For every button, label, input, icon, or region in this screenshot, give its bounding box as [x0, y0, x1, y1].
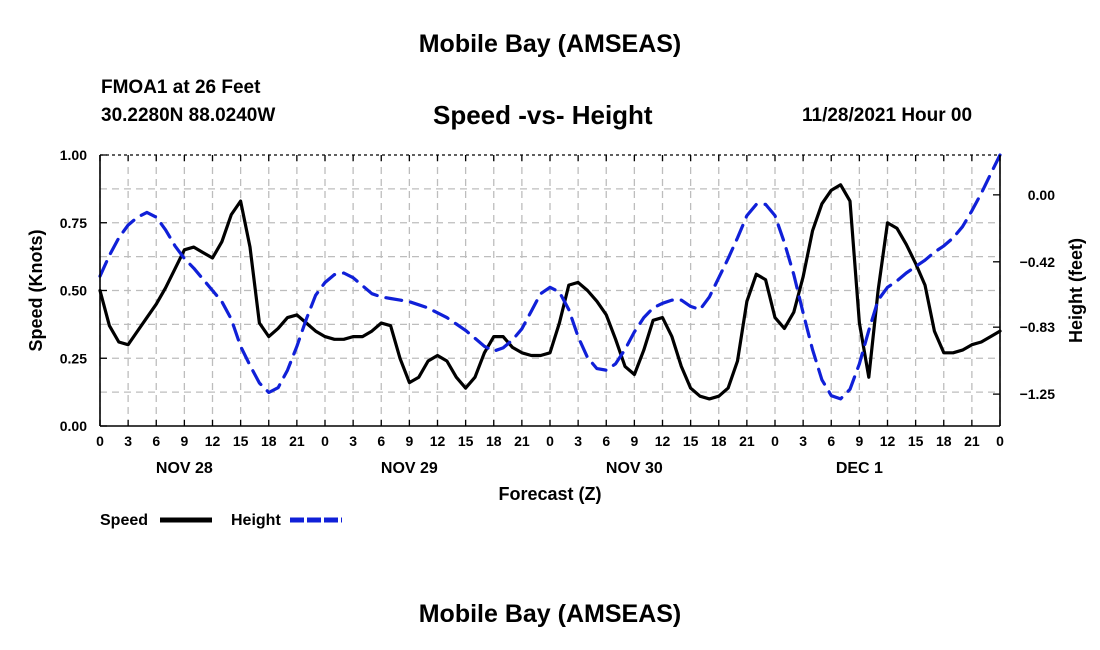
y2-tick-label: −1.25	[1020, 386, 1056, 402]
x-tick-label: 12	[655, 433, 671, 449]
axes: 0 3 6 9 12 15 18 21 0 3 6 9 12 15 18 21 0 3 6 9 12 15 18 21 0 3 6 9…	[26, 147, 1086, 504]
series-group	[98, 153, 1002, 401]
y-axis-label: Speed (Knots)	[26, 229, 46, 351]
forecast-datetime: 11/28/2021 Hour 00	[802, 105, 973, 126]
y2-axis-label: Height (feet)	[1066, 238, 1086, 343]
x-tick-label: 3	[124, 433, 132, 449]
x-tick-label: 0	[321, 433, 329, 449]
y2-tick-label: −0.83	[1020, 319, 1056, 335]
x-tick-label: 21	[739, 433, 755, 449]
x-tick-label: 21	[289, 433, 305, 449]
legend-label-height: Height	[231, 512, 281, 529]
x-tick-label: 15	[458, 433, 474, 449]
x-tick-label: 0	[771, 433, 779, 449]
x-tick-label: 3	[349, 433, 357, 449]
x-tick-label: 3	[799, 433, 807, 449]
x-tick-label: 12	[205, 433, 221, 449]
speed-height-chart: 0 3 6 9 12 15 18 21 0 3 6 9 12 15 18 21 0 3 6 9 12 15 18 21 0 3 6 9…	[26, 147, 1086, 529]
y-tick-label: 1.00	[60, 147, 87, 163]
y-tick-label: 0.50	[60, 283, 87, 299]
x-axis-label: Forecast (Z)	[498, 484, 601, 504]
coordinates-label: 30.2280N 88.0240W	[101, 105, 276, 126]
x-tick-label: 15	[908, 433, 924, 449]
x-tick-label: 21	[964, 433, 980, 449]
x-tick-label: 9	[180, 433, 188, 449]
legend-label-speed: Speed	[100, 512, 148, 529]
series-line-height	[98, 153, 1002, 401]
grid	[99, 154, 1001, 426]
x-tick-label: 6	[377, 433, 385, 449]
x-tick-label: 18	[486, 433, 502, 449]
x-tick-label: 0	[996, 433, 1004, 449]
y2-tick-label: 0.00	[1028, 187, 1055, 203]
x-tick-label: 18	[936, 433, 952, 449]
x-tick-label: 18	[261, 433, 277, 449]
y-tick-label: 0.25	[60, 350, 87, 366]
series-line-speed	[98, 183, 1002, 401]
x-tick-label: 12	[430, 433, 446, 449]
day-label: NOV 30	[606, 460, 663, 477]
day-label: DEC 1	[836, 460, 883, 477]
chart-title: Speed -vs- Height	[433, 100, 653, 130]
x-tick-label: 6	[827, 433, 835, 449]
x-tick-label: 6	[602, 433, 610, 449]
x-tick-label: 9	[630, 433, 638, 449]
x-tick-label: 15	[683, 433, 699, 449]
x-tick-label: 12	[880, 433, 896, 449]
station-label: FMOA1 at 26 Feet	[101, 77, 261, 98]
x-tick-label: 6	[152, 433, 160, 449]
legend: Speed Height	[100, 512, 342, 529]
x-tick-label: 18	[711, 433, 727, 449]
day-label: NOV 29	[381, 460, 438, 477]
x-tick-label: 15	[233, 433, 249, 449]
y-tick-label: 0.00	[60, 418, 87, 434]
main-title: Mobile Bay (AMSEAS)	[418, 30, 682, 58]
footer-title: Mobile Bay (AMSEAS)	[418, 600, 682, 628]
y2-tick-label: −0.42	[1020, 254, 1056, 270]
x-tick-label: 0	[96, 433, 104, 449]
y-tick-label: 0.75	[60, 215, 87, 231]
day-label: NOV 28	[156, 460, 213, 477]
x-tick-label: 21	[514, 433, 530, 449]
x-tick-label: 9	[855, 433, 863, 449]
x-tick-label: 9	[405, 433, 413, 449]
x-tick-label: 3	[574, 433, 582, 449]
x-tick-label: 0	[546, 433, 554, 449]
